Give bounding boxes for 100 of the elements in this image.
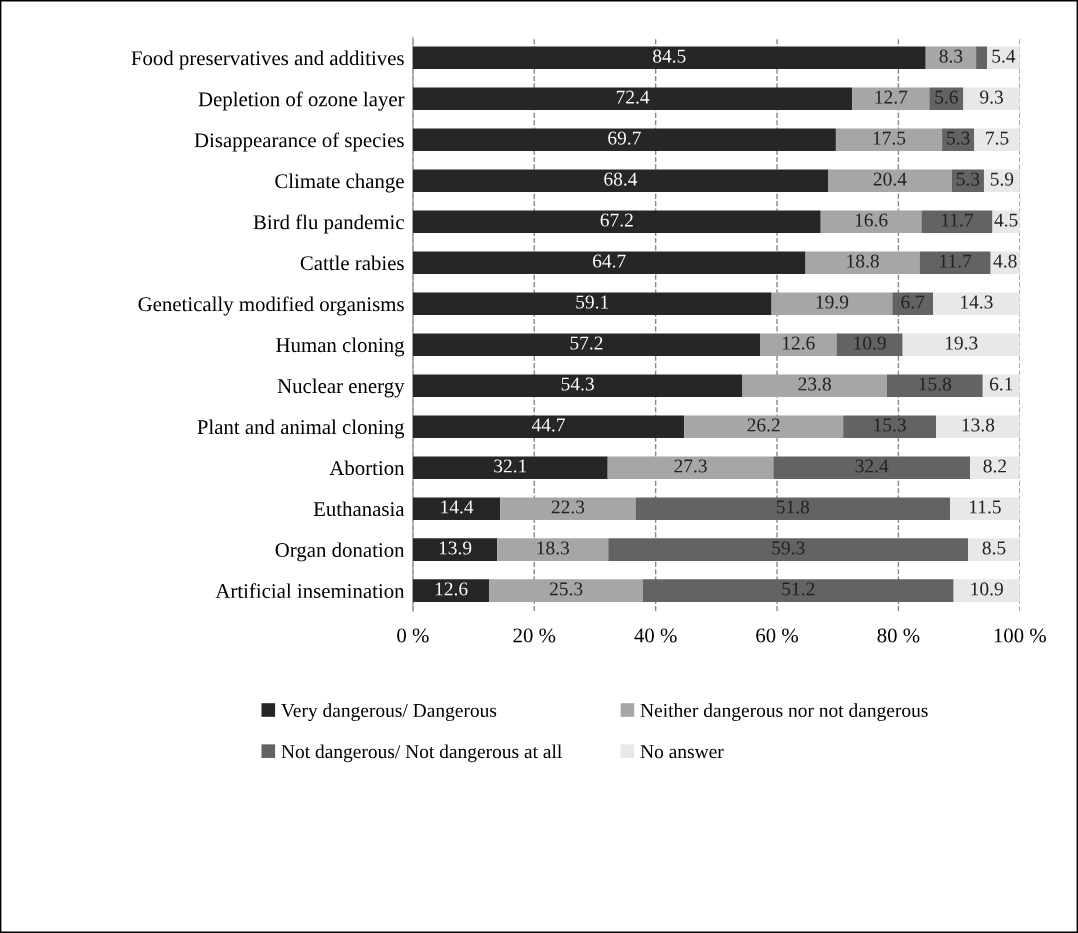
data-label: 7.5 (986, 131, 1009, 145)
bar (489, 579, 643, 602)
bar (925, 46, 977, 70)
data-label: 25.3 (549, 582, 583, 596)
y-tick-label: Bird flu pandemic (253, 214, 404, 234)
y-tick-label: Plant and animal cloning (197, 419, 405, 439)
bar (902, 333, 1020, 356)
bar (976, 46, 988, 70)
bar (608, 538, 969, 561)
data-label: 51.8 (776, 500, 810, 514)
bar (760, 333, 837, 356)
bar (953, 579, 1020, 602)
bar (642, 579, 954, 602)
data-label: 5.6 (935, 90, 958, 104)
data-label: 18.3 (537, 541, 570, 555)
bar (412, 456, 608, 479)
bar (412, 251, 806, 275)
x-tick-label: 60 % (756, 628, 799, 643)
data-label: 54.3 (561, 377, 594, 391)
bar (412, 128, 836, 152)
data-label: 15.8 (919, 377, 952, 391)
data-label: 4.5 (994, 213, 1018, 227)
bar (933, 292, 1020, 315)
bar (500, 497, 636, 520)
data-label: 6.1 (989, 377, 1013, 391)
data-label: 64.7 (593, 254, 626, 268)
bar (836, 333, 903, 356)
bar (951, 169, 984, 193)
data-label: 51.2 (782, 582, 815, 596)
bar (982, 374, 1020, 397)
data-label: 59.3 (772, 541, 805, 555)
bar (771, 292, 893, 315)
bar (412, 210, 821, 234)
data-label: 84.5 (653, 49, 686, 63)
data-label: 72.4 (616, 90, 650, 104)
data-label: 4.8 (993, 254, 1017, 268)
x-tick-label: 80 % (877, 628, 920, 643)
x-tick-label: 0 % (397, 628, 429, 643)
bar (412, 374, 743, 397)
data-label: 8.5 (982, 541, 1006, 555)
data-label: 11.7 (940, 254, 972, 268)
data-label: 14.3 (961, 295, 993, 309)
legend-label: Very dangerous/ Dangerous (281, 703, 497, 722)
legend-label: Neither dangerous nor not dangerous (640, 703, 928, 722)
bar (970, 456, 1020, 479)
legend-label: No answer (640, 745, 724, 759)
data-label: 23.8 (798, 377, 831, 391)
data-label: 19.3 (945, 336, 978, 350)
bar (412, 538, 498, 561)
data-label: 12.7 (875, 90, 908, 104)
data-label: 15.3 (874, 418, 906, 432)
data-label: 8.2 (983, 459, 1006, 473)
bar (886, 374, 983, 397)
bar (852, 87, 930, 111)
data-label: 11.7 (942, 213, 974, 227)
data-label: 12.6 (782, 336, 815, 350)
bar (843, 415, 937, 438)
y-tick-label: Climate change (275, 173, 404, 193)
data-label: 68.4 (604, 172, 638, 186)
y-tick-label: Organ donation (275, 542, 405, 562)
data-label: 17.5 (873, 131, 906, 145)
data-label: 20.4 (873, 172, 907, 186)
data-label: 57.2 (570, 336, 603, 350)
bar (983, 169, 1020, 193)
data-label: 59.1 (576, 295, 609, 309)
data-label: 69.7 (608, 131, 641, 145)
bar (412, 415, 685, 438)
y-tick-label: Euthanasia (313, 501, 405, 517)
data-label: 5.4 (992, 49, 1016, 63)
bar (835, 128, 943, 152)
bar (949, 497, 1020, 520)
y-tick-label: Artificial insemination (215, 583, 405, 599)
data-label: 12.6 (435, 582, 468, 596)
bar (919, 251, 991, 275)
data-label: 16.6 (855, 213, 888, 227)
y-tick-label: Abortion (329, 460, 405, 476)
y-tick-label: Nuclear energy (277, 378, 405, 398)
x-tick-label: 40 % (634, 628, 677, 643)
bar (412, 292, 772, 315)
data-label: 22.3 (551, 500, 585, 514)
data-label: 8.3 (939, 49, 963, 63)
bar (805, 251, 920, 275)
data-label: 32.1 (494, 459, 527, 473)
bar (412, 87, 853, 111)
bar (820, 210, 922, 234)
bar (974, 128, 1020, 152)
y-tick-label: Human cloning (276, 337, 405, 357)
bar (742, 374, 887, 397)
bar (412, 497, 501, 520)
bar (412, 333, 761, 356)
data-label: 5.3 (947, 131, 970, 145)
bar (936, 415, 1020, 438)
y-tick-label: Depletion of ozone layer (198, 91, 405, 111)
data-label: 11.5 (969, 500, 1001, 514)
bar (412, 46, 926, 70)
data-label: 14.4 (441, 500, 474, 514)
y-tick-label: Cattle rabies (300, 255, 404, 271)
bar (412, 579, 490, 602)
bar (497, 538, 609, 561)
bar (773, 456, 971, 479)
